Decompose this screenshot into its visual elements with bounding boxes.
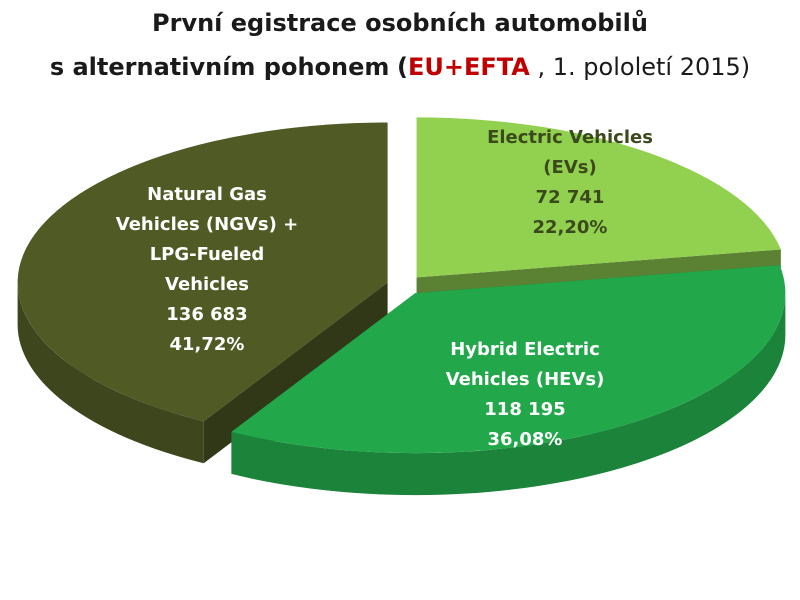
pie-slice-hev-label: Hybrid Electric Vehicles (HEVs) 118 195 36,… — [446, 339, 605, 450]
pie-slice-ngv-lpg-rim — [17, 282, 204, 464]
pie-slice-ev-label: Electric Vehicles (EVs) 72 741 22,20% — [487, 127, 653, 238]
slice-percent-label: 41,72% — [170, 334, 245, 355]
pie-slice-hev — [231, 265, 786, 496]
slice-category-label: Vehicles (HEVs) — [446, 369, 605, 390]
slice-value-label: 118 195 — [484, 399, 565, 420]
chart-title-open-paren: ( — [397, 53, 409, 81]
slice-percent-label: 36,08% — [488, 429, 563, 450]
pie-slice-ngv-lpg-label: Natural Gas Vehicles (NGVs) + LPG-Fueled Ve… — [116, 184, 298, 355]
pie-slice-ev-top — [416, 117, 781, 278]
pie-slice-hev-top — [231, 265, 786, 454]
slice-category-label: LPG-Fueled — [150, 244, 265, 265]
slice-category-label: Electric Vehicles — [487, 127, 653, 148]
chart-title-region: EU+EFTA — [408, 53, 530, 81]
slice-category-label: Vehicles — [165, 274, 249, 295]
slice-value-label: 136 683 — [166, 304, 247, 325]
slice-category-label: Natural Gas — [147, 184, 267, 205]
pie-slice-ngv-lpg-wall-start — [203, 282, 388, 464]
pie-slice-hev-rim — [231, 293, 786, 496]
pie-slice-ngv-lpg — [17, 122, 388, 464]
chart-title-line-2: s alternativním pohonem (EU+EFTA , 1. po… — [0, 52, 800, 82]
slice-category-label: (EVs) — [543, 157, 596, 178]
slice-category-label: Hybrid Electric — [450, 339, 600, 360]
pie-slice-ngv-lpg-top — [17, 122, 388, 422]
slice-category-label: Vehicles (NGVs) + — [116, 214, 298, 235]
chart-title-period: , 1. pololetí 2015) — [529, 53, 751, 81]
chart-title-line-1: První egistrace osobních automobilů — [152, 9, 648, 37]
chart-title-prefix: s alternativním pohonem — [49, 53, 390, 81]
slice-value-label: 72 741 — [536, 187, 605, 208]
slice-percent-label: 22,20% — [533, 217, 608, 238]
